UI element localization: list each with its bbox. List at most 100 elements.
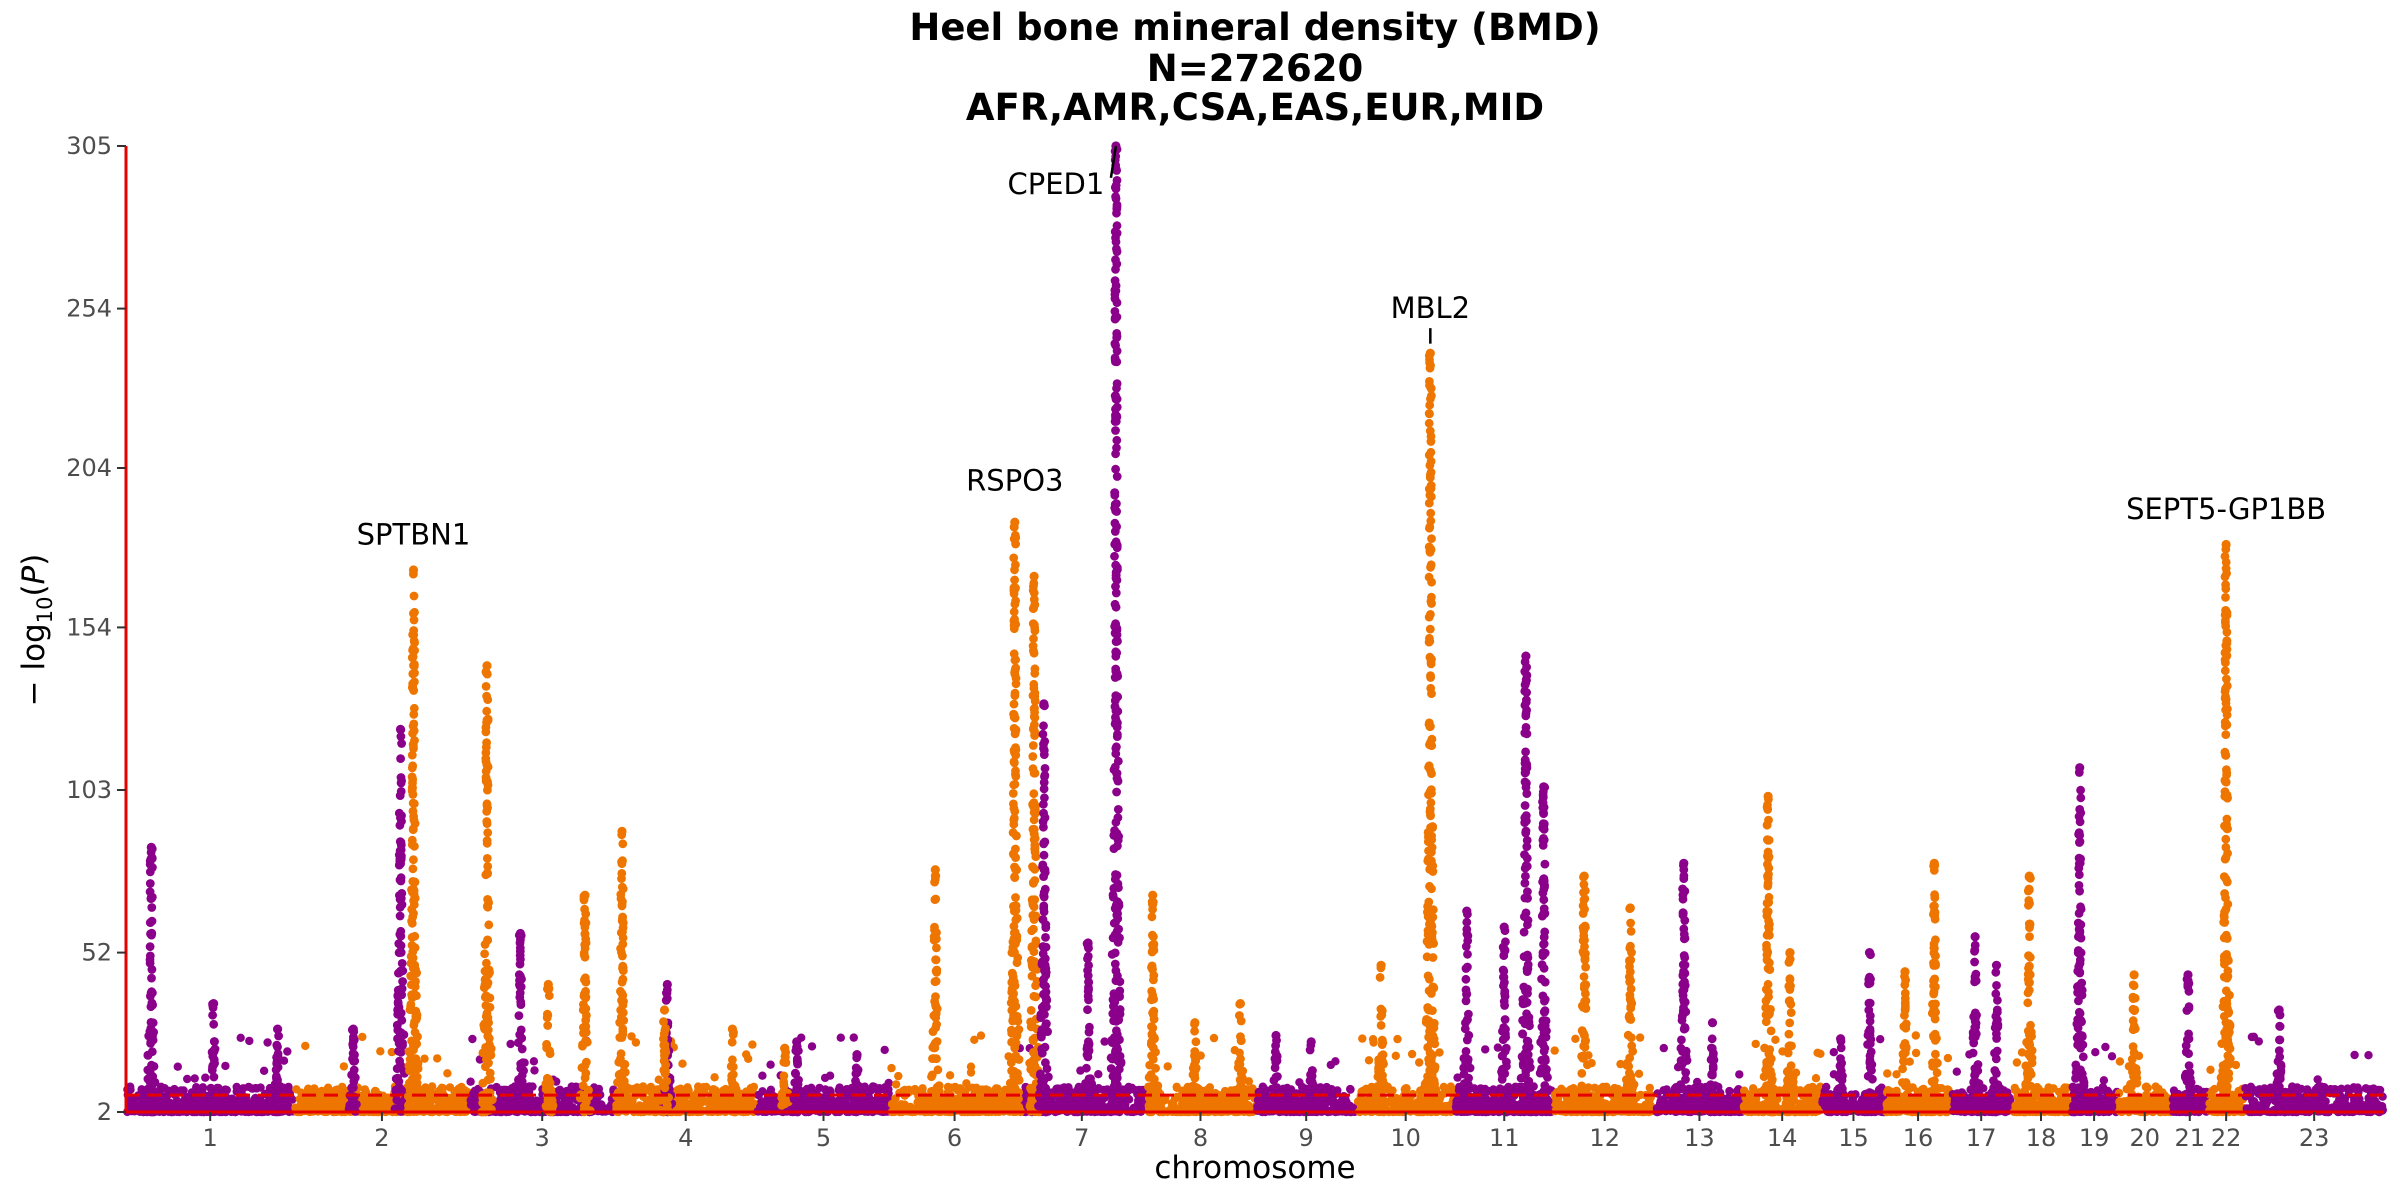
- data-point: [1448, 1086, 1457, 1096]
- data-point: [1911, 1031, 1921, 1040]
- data-point: [1100, 1037, 1109, 1046]
- data-point: [159, 1096, 169, 1105]
- data-point: [501, 1096, 510, 1106]
- data-point: [1822, 1082, 1831, 1092]
- chromosome-13-points: [1652, 1043, 1747, 1117]
- data-point: [1225, 1103, 1234, 1113]
- chromosome-12-points: [1550, 1033, 1658, 1117]
- data-point: [820, 1073, 830, 1083]
- data-point: [1415, 1058, 1424, 1067]
- data-point: [1768, 1088, 1777, 1098]
- data-point: [173, 1062, 182, 1071]
- data-point: [1735, 1070, 1744, 1079]
- data-point: [887, 1099, 897, 1109]
- data-point: [339, 1087, 348, 1097]
- data-point: [738, 1099, 747, 1108]
- data-point: [825, 1086, 835, 1095]
- data-point: [259, 1066, 269, 1076]
- data-point: [296, 1096, 305, 1105]
- data-point: [1607, 1087, 1616, 1096]
- data-point: [506, 1039, 515, 1049]
- data-point: [1217, 1092, 1226, 1102]
- data-point: [766, 1060, 775, 1069]
- data-point: [1950, 1100, 1959, 1109]
- data-point: [2045, 1087, 2054, 1096]
- data-point: [529, 1057, 539, 1066]
- data-point: [1330, 1101, 1340, 1110]
- data-point: [1511, 1082, 1520, 1092]
- data-point: [336, 1099, 345, 1108]
- data-point: [836, 1033, 845, 1042]
- data-point: [475, 1055, 485, 1064]
- data-point: [433, 1054, 442, 1063]
- data-point: [1493, 1043, 1503, 1052]
- data-point: [981, 1085, 991, 1094]
- data-point: [492, 1082, 501, 1092]
- data-point: [1198, 1101, 1207, 1111]
- data-point: [1892, 1070, 1901, 1079]
- data-point: [2107, 1052, 2117, 1061]
- data-point: [1353, 1097, 1363, 1106]
- data-point: [837, 1086, 846, 1095]
- data-point: [1062, 1091, 1072, 1100]
- chromosome-18-points: [2009, 1048, 2074, 1117]
- data-point: [331, 1086, 340, 1095]
- data-point: [1554, 1102, 1563, 1111]
- data-point: [820, 1092, 829, 1102]
- data-point: [221, 1085, 230, 1094]
- data-point: [1286, 1104, 1296, 1113]
- data-point: [1393, 1034, 1402, 1044]
- data-point: [1163, 1062, 1172, 1071]
- data-point: [815, 1100, 825, 1110]
- data-point: [245, 1036, 254, 1046]
- data-point: [1829, 1048, 1839, 1057]
- data-point: [360, 1085, 370, 1094]
- data-point: [1325, 1091, 1335, 1100]
- data-point: [701, 1097, 710, 1106]
- data-point: [1481, 1045, 1490, 1054]
- data-point: [1365, 1094, 1375, 1104]
- data-point: [1571, 1034, 1580, 1044]
- data-point: [1601, 1101, 1611, 1111]
- data-point: [1094, 1070, 1103, 1079]
- chart-title: Heel bone mineral density (BMD) N=272620…: [909, 6, 1600, 129]
- data-point: [1590, 1083, 1599, 1093]
- chromosome-15-points: [1818, 1035, 1889, 1117]
- data-point: [1178, 1086, 1188, 1095]
- data-point: [884, 1085, 893, 1094]
- data-point: [1550, 1046, 1559, 1055]
- data-point: [993, 1096, 1002, 1105]
- data-point: [710, 1073, 719, 1082]
- data-point: [387, 1047, 396, 1057]
- data-point: [468, 1034, 477, 1044]
- data-point: [1358, 1034, 1367, 1043]
- data-point: [628, 1096, 637, 1105]
- data-point: [1209, 1033, 1219, 1043]
- data-point: [952, 1084, 961, 1094]
- data-point: [1634, 1069, 1644, 1079]
- data-point: [884, 1078, 893, 1088]
- data-point: [2060, 1083, 2070, 1092]
- data-point: [976, 1031, 986, 1040]
- data-point: [1725, 1086, 1734, 1096]
- data-point: [1811, 1074, 1821, 1083]
- data-point: [849, 1033, 858, 1042]
- data-point: [1056, 1084, 1065, 1093]
- data-point: [288, 1095, 297, 1104]
- data-point: [833, 1097, 842, 1106]
- data-point: [358, 1032, 367, 1042]
- data-point: [894, 1071, 903, 1081]
- data-point: [1364, 1056, 1374, 1065]
- data-point: [843, 1093, 852, 1102]
- data-point: [1345, 1101, 1355, 1111]
- data-point: [175, 1100, 184, 1109]
- data-point: [891, 1080, 901, 1089]
- data-point: [1205, 1083, 1215, 1092]
- data-point: [766, 1085, 776, 1095]
- data-point: [1172, 1092, 1182, 1102]
- data-point: [2160, 1091, 2169, 1100]
- data-point: [420, 1054, 429, 1063]
- data-point: [1562, 1100, 1572, 1109]
- data-point: [1248, 1084, 1257, 1093]
- data-point: [2012, 1058, 2022, 1067]
